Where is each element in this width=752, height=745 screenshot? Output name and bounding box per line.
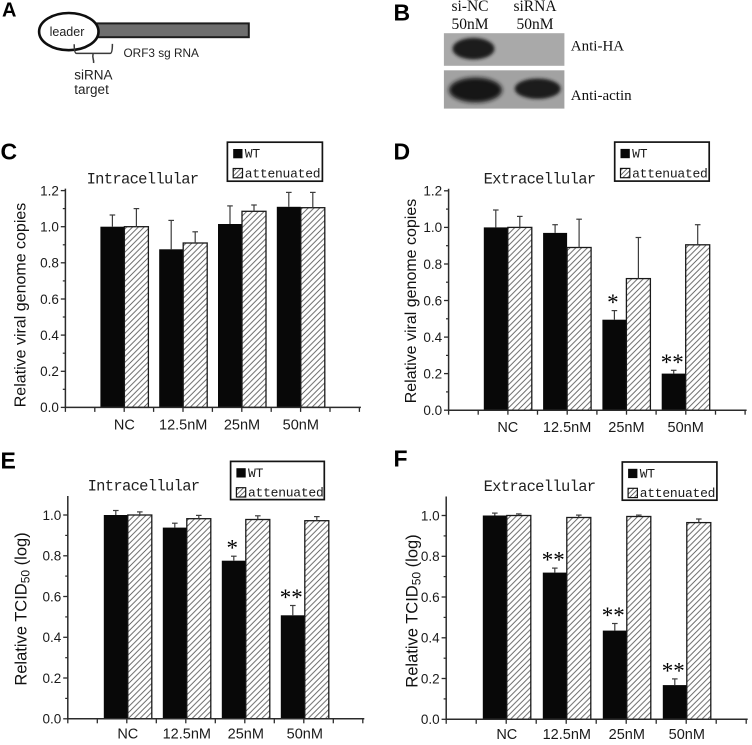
svg-text:1.0: 1.0: [43, 508, 62, 523]
svg-text:0.6: 0.6: [43, 589, 62, 604]
svg-text:**: **: [280, 585, 303, 610]
svg-text:1.2: 1.2: [40, 183, 59, 198]
svg-text:Relative TCID50 (log): Relative TCID50 (log): [404, 534, 424, 687]
svg-text:0.4: 0.4: [423, 330, 442, 345]
svg-text:NC: NC: [497, 420, 518, 436]
svg-text:attenuated: attenuated: [245, 166, 321, 181]
svg-text:**: **: [662, 658, 685, 683]
svg-text:12.5nM: 12.5nM: [159, 417, 207, 433]
svg-text:siRNA: siRNA: [74, 68, 112, 83]
svg-text:0.6: 0.6: [423, 293, 442, 308]
svg-text:Intracellular: Intracellular: [87, 170, 199, 188]
svg-text:Relative TCID50 (log): Relative TCID50 (log): [13, 532, 33, 685]
svg-text:0.4: 0.4: [43, 630, 62, 645]
svg-text:0.0: 0.0: [40, 400, 59, 415]
svg-text:50nM: 50nM: [283, 417, 319, 433]
svg-text:0.4: 0.4: [421, 631, 440, 646]
svg-text:WT: WT: [248, 466, 264, 481]
svg-text:1.0: 1.0: [421, 508, 440, 523]
svg-text:WT: WT: [245, 147, 261, 162]
svg-text:0.8: 0.8: [43, 549, 62, 564]
svg-text:si-NC: si-NC: [451, 0, 488, 15]
svg-text:attenuated: attenuated: [248, 486, 324, 501]
svg-text:Relative viral genome copies: Relative viral genome copies: [12, 203, 29, 408]
svg-text:0.0: 0.0: [423, 403, 442, 418]
svg-text:25nM: 25nM: [609, 727, 645, 740]
svg-text:D: D: [394, 139, 411, 165]
svg-text:50nM: 50nM: [516, 16, 553, 33]
svg-text:50nM: 50nM: [668, 420, 704, 436]
svg-text:0.6: 0.6: [40, 292, 59, 307]
svg-text:**: **: [542, 548, 565, 573]
svg-text:B: B: [394, 0, 411, 26]
svg-text:25nM: 25nM: [224, 417, 260, 433]
svg-text:WT: WT: [632, 147, 648, 162]
svg-text:0.2: 0.2: [43, 671, 62, 686]
svg-text:0.8: 0.8: [423, 257, 442, 272]
svg-text:12.5nM: 12.5nM: [543, 727, 591, 740]
svg-text:50nM: 50nM: [669, 727, 705, 740]
svg-text:50nM: 50nM: [451, 16, 488, 33]
svg-text:WT: WT: [640, 466, 656, 481]
svg-text:0.6: 0.6: [421, 590, 440, 605]
svg-text:Anti-HA: Anti-HA: [571, 39, 624, 55]
svg-text:Intracellular: Intracellular: [88, 478, 200, 496]
svg-text:C: C: [1, 139, 18, 165]
svg-text:**: **: [661, 350, 684, 375]
svg-text:50nM: 50nM: [287, 726, 323, 740]
svg-text:0.2: 0.2: [421, 671, 440, 686]
svg-text:target: target: [74, 82, 109, 97]
svg-text:attenuated: attenuated: [640, 486, 716, 501]
svg-text:1.0: 1.0: [40, 220, 59, 235]
svg-text:leader: leader: [50, 25, 85, 39]
svg-text:0.4: 0.4: [40, 328, 59, 343]
svg-text:25nM: 25nM: [228, 726, 264, 740]
svg-text:Extracellular: Extracellular: [484, 478, 596, 496]
svg-text:attenuated: attenuated: [632, 166, 708, 181]
svg-text:1.2: 1.2: [423, 184, 442, 199]
svg-text:12.5nM: 12.5nM: [543, 420, 591, 436]
svg-text:Anti-actin: Anti-actin: [571, 88, 632, 104]
svg-text:Relative viral genome copies: Relative viral genome copies: [403, 199, 420, 404]
svg-text:25nM: 25nM: [608, 420, 644, 436]
svg-text:**: **: [602, 603, 625, 628]
svg-text:NC: NC: [117, 726, 138, 740]
svg-text:ORF3 sg RNA: ORF3 sg RNA: [124, 46, 200, 60]
svg-text:0.8: 0.8: [421, 549, 440, 564]
svg-text:0.0: 0.0: [43, 712, 62, 727]
svg-text:0.8: 0.8: [40, 256, 59, 271]
svg-text:*: *: [607, 290, 619, 315]
svg-text:0.0: 0.0: [421, 712, 440, 727]
svg-text:NC: NC: [496, 727, 517, 740]
svg-text:1.0: 1.0: [423, 220, 442, 235]
svg-text:siRNA: siRNA: [513, 0, 557, 15]
svg-text:0.2: 0.2: [40, 364, 59, 379]
svg-text:12.5nM: 12.5nM: [163, 726, 211, 740]
svg-text:Extracellular: Extracellular: [484, 171, 596, 189]
svg-text:A: A: [2, 0, 16, 22]
svg-text:*: *: [227, 536, 239, 561]
svg-text:NC: NC: [114, 417, 135, 433]
svg-text:0.2: 0.2: [423, 366, 442, 381]
svg-text:E: E: [1, 448, 16, 474]
svg-text:F: F: [394, 446, 408, 472]
